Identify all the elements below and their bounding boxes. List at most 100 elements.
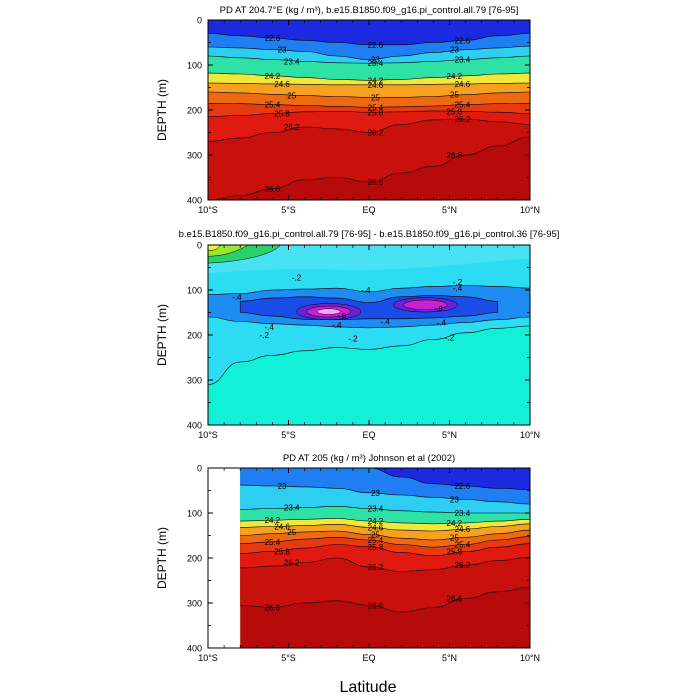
panel-title: PD AT 205 (kg / m³) Johnson et al (2002) — [283, 453, 455, 464]
y-tick-label: 0 — [197, 16, 202, 26]
contour-label: 26.2 — [455, 115, 471, 124]
contour-label: 26.2 — [368, 563, 384, 572]
x-tick-label: EQ — [362, 430, 375, 440]
contour-label: -.2 — [453, 278, 463, 287]
contour-label: 23 — [371, 489, 380, 498]
contour-label: 25.8 — [447, 548, 463, 557]
y-axis-label: DEPTH (m) — [155, 79, 169, 141]
isopycnal-line — [208, 103, 530, 108]
y-tick-label: 200 — [187, 106, 202, 116]
contour-label: 25 — [450, 91, 459, 100]
isopycnal-line — [208, 136, 530, 200]
contour-label: 23 — [278, 482, 287, 491]
contour-label: 24.6 — [455, 525, 471, 534]
contour-label: -.4 — [332, 321, 342, 330]
contour-label: -.4 — [265, 323, 275, 332]
anomaly-core — [403, 299, 448, 310]
x-tick-label: 10°N — [520, 205, 540, 215]
x-tick-label: 5°N — [442, 205, 457, 215]
contour-label: 23.4 — [455, 56, 471, 65]
contour-label: 25.4 — [265, 101, 281, 110]
contour-label: -.4 — [232, 293, 242, 302]
contour-label: 23.4 — [284, 504, 300, 513]
isopycnal-line — [240, 484, 530, 505]
contour-label: -.4 — [453, 284, 463, 293]
contour-label: 23.4 — [284, 57, 300, 66]
contour-label: 26.6 — [265, 185, 281, 194]
contour-label: 26.6 — [447, 595, 463, 604]
isopycnal-line — [240, 505, 530, 514]
contour-label: 25 — [371, 531, 380, 540]
contour-label: 22.6 — [455, 36, 471, 45]
contour-label: 25.8 — [447, 107, 463, 116]
y-tick-label: 300 — [187, 376, 202, 386]
contour-label: -.8 — [337, 311, 346, 320]
x-tick-label: 10°S — [198, 653, 218, 663]
contour-label: 25 — [287, 528, 296, 537]
contour-label: 25.4 — [265, 538, 281, 547]
x-tick-label: 5°S — [281, 430, 296, 440]
isopycnal-line — [208, 33, 530, 46]
contour-label: 23 — [450, 496, 459, 505]
isopycnal-line — [240, 518, 530, 525]
isopycnal-line — [208, 110, 530, 118]
x-tick-label: 10°S — [198, 205, 218, 215]
contour-label: 24.6 — [274, 523, 290, 532]
isopycnal-band — [240, 468, 530, 490]
isopycnal-line — [208, 118, 530, 142]
contour-label: 25.4 — [368, 536, 384, 545]
y-tick-label: 0 — [197, 241, 202, 251]
panel-title: PD AT 204.7°E (kg / m³), b.e15.B1850.f09… — [220, 5, 519, 16]
contour-label: 26.6 — [265, 604, 281, 613]
contour-label: 24.6 — [274, 80, 290, 89]
isopycnal-band — [208, 20, 530, 45]
contour-label: -.4 — [361, 286, 371, 295]
isopycnal-line — [208, 91, 530, 98]
x-tick-label: 5°S — [281, 205, 296, 215]
near-surface-band — [208, 245, 530, 273]
contour-label: 24.6 — [455, 80, 471, 89]
x-tick-label: 5°N — [442, 653, 457, 663]
contour-label: -.2 — [260, 331, 270, 340]
contour-label: -.2 — [348, 335, 358, 344]
y-tick-label: 400 — [187, 421, 202, 431]
contour-label: 23.4 — [368, 505, 384, 514]
contour-label: 24.2 — [265, 72, 281, 81]
isopycnal-line — [240, 587, 530, 613]
isopycnal-line — [240, 556, 530, 572]
contour-label: 26.2 — [368, 129, 384, 138]
contour-label: 25.8 — [368, 543, 384, 552]
contour-label: 23.4 — [455, 509, 471, 518]
x-tick-label: EQ — [362, 653, 375, 663]
x-tick-label: 5°N — [442, 430, 457, 440]
y-tick-label: 0 — [197, 464, 202, 474]
isopycnal-line — [240, 543, 530, 557]
contour-label: 25.8 — [274, 110, 290, 119]
contour-label: 25.4 — [368, 103, 384, 112]
isopycnal-line — [208, 72, 530, 81]
contour-label: 24.2 — [368, 76, 384, 85]
anomaly-core — [316, 308, 341, 315]
y-tick-label: 100 — [187, 509, 202, 519]
contour-label: -.2 — [292, 273, 302, 282]
x-tick-label: 10°N — [520, 653, 540, 663]
y-tick-label: 400 — [187, 644, 202, 654]
x-axis-label: Latitude — [340, 679, 397, 696]
contour-label: 24.2 — [265, 516, 281, 525]
contour-label: 24.2 — [447, 72, 463, 81]
contour-label: 24.2 — [368, 517, 384, 526]
contour-label: 26.2 — [455, 561, 471, 570]
contour-label: 26.6 — [368, 601, 384, 610]
isopycnal-line — [208, 82, 530, 86]
y-tick-label: 100 — [187, 61, 202, 71]
contour-label: -.4 — [437, 318, 447, 327]
y-axis-label: DEPTH (m) — [155, 527, 169, 589]
contour-label: 26.2 — [284, 123, 300, 132]
contour-label: -.8 — [434, 304, 443, 313]
contour-fill: -.8-.8-.2 -.2-.4-.4 -.4-.4 -.4 -.4 -.4-.2 -.2-… — [208, 245, 530, 425]
contour-label: 22.6 — [368, 41, 384, 50]
panel-density-difference: -.8-.8-.2 -.2-.4-.4 -.4-.4 -.4 -.4 -.4-.2 -.2-… — [155, 229, 559, 440]
isopycnal-line — [240, 529, 530, 541]
y-tick-label: 200 — [187, 331, 202, 341]
